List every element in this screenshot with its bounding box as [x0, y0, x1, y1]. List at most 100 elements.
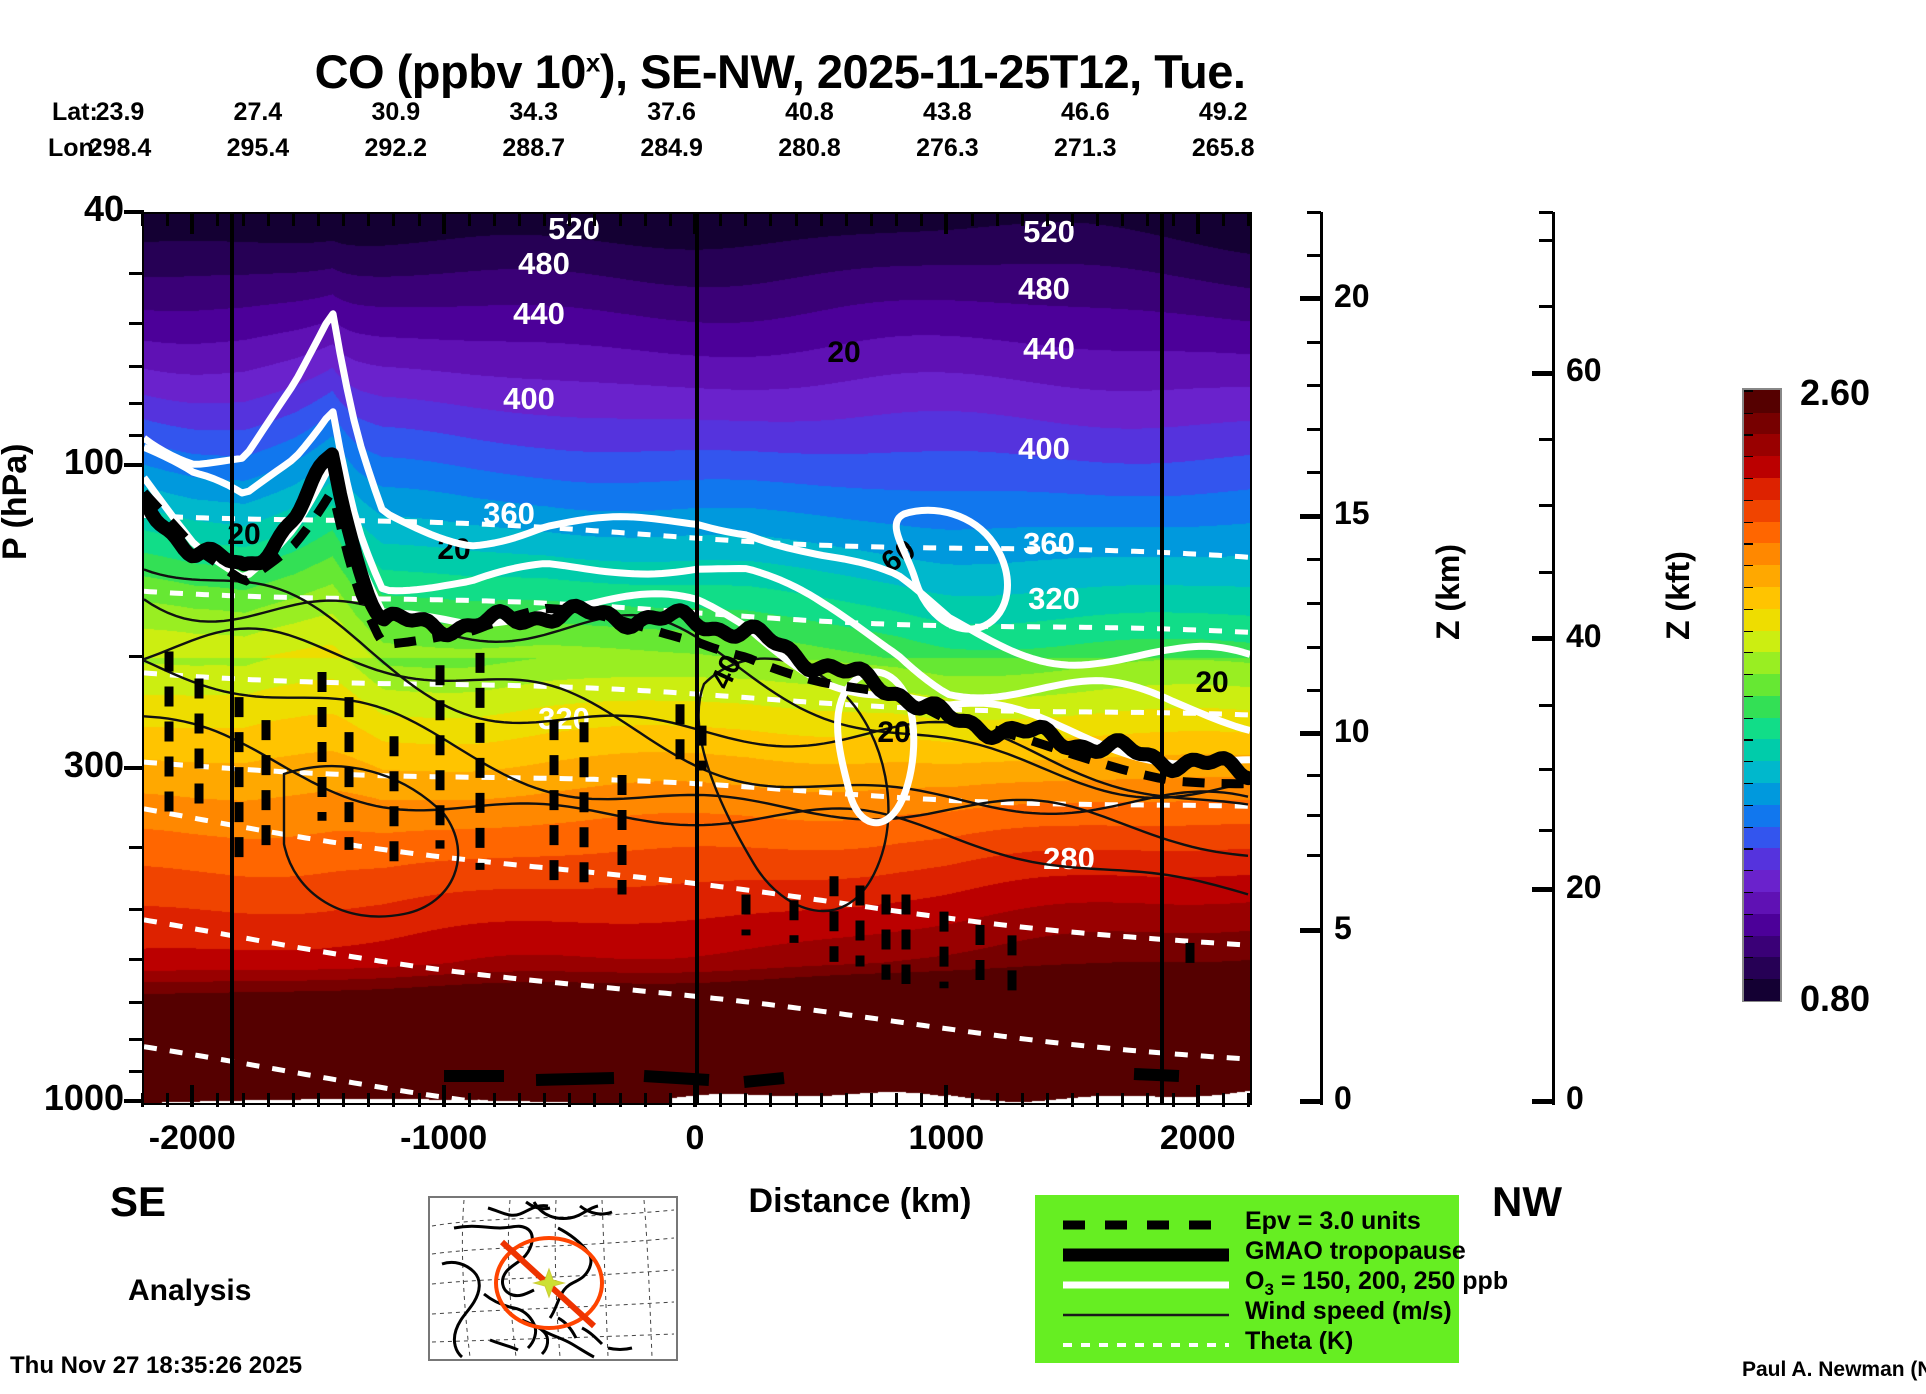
orientation-left-label: SE — [110, 1178, 167, 1225]
y-minor-tick — [129, 846, 143, 850]
zkft-minor-tick — [1539, 829, 1553, 833]
x-tick-label: -2000 — [148, 1119, 236, 1157]
x-minor-tick-top — [191, 212, 195, 226]
lon-value: 276.3 — [916, 134, 979, 162]
theta-label: 480 — [518, 246, 570, 281]
colorbar-tick — [1744, 825, 1753, 828]
lat-value: 49.2 — [1198, 98, 1248, 126]
zkft-tick-label: 0 — [1566, 1080, 1584, 1116]
colorbar-tick — [1744, 978, 1753, 981]
lat-value: 37.6 — [647, 98, 696, 126]
analysis-label: Analysis — [128, 1274, 252, 1307]
zkm-tick-label: 15 — [1334, 495, 1370, 532]
colorbar-segment — [1744, 651, 1780, 675]
x-tick-label: 2000 — [1159, 1119, 1236, 1157]
colorbar-tick — [1744, 738, 1753, 741]
x-minor-tick-top — [417, 212, 421, 226]
colorbar-segment — [1744, 956, 1780, 980]
x-minor-tick — [995, 1093, 999, 1107]
lon-value: 284.9 — [640, 134, 703, 162]
colorbar-tick — [1744, 673, 1753, 676]
x-minor-tick — [719, 1093, 723, 1107]
lon-value: 298.4 — [88, 134, 152, 162]
zkft-minor-tick — [1539, 305, 1553, 309]
x-minor-tick-top — [492, 212, 496, 226]
x-minor-tick — [593, 1093, 597, 1107]
theta-label: 520 — [1023, 214, 1075, 249]
x-minor-tick-top — [291, 212, 295, 226]
colorbar-tick — [1744, 695, 1753, 697]
x-minor-tick-top — [844, 212, 848, 226]
lat-value: 43.8 — [923, 98, 972, 126]
x-minor-tick-top — [266, 212, 270, 226]
colorbar-segment — [1744, 760, 1780, 784]
x-minor-tick — [442, 1093, 446, 1107]
zkft-minor-tick — [1539, 210, 1553, 214]
theta-contour-280 — [144, 1044, 481, 1103]
x-minor-tick-top — [367, 212, 371, 226]
colorbar-segment — [1744, 542, 1780, 566]
colorbar-segment — [1744, 934, 1780, 958]
legend-item: Theta (K) — [1035, 1327, 1459, 1361]
ozone-contour-tongue — [834, 668, 918, 827]
inset-map-svg — [431, 1199, 675, 1359]
x-minor-tick — [518, 1093, 522, 1107]
lon-value: 271.3 — [1054, 134, 1117, 162]
x-minor-tick-top — [241, 212, 245, 226]
x-axis-title: Distance (km) — [748, 1182, 972, 1220]
colorbar-segment — [1744, 498, 1780, 522]
y-tick-label: 1000 — [43, 1077, 124, 1118]
colorbar-segment — [1744, 803, 1780, 827]
x-minor-tick-top — [819, 212, 823, 226]
zkm-major-tick — [1300, 731, 1322, 737]
colorbar-tick — [1744, 716, 1753, 719]
colorbar-tick — [1744, 607, 1753, 610]
zkm-minor-tick — [1307, 340, 1321, 344]
x-minor-tick-top — [769, 212, 773, 226]
zkm-minor-tick — [1307, 645, 1321, 649]
zkft-major-tick — [1532, 887, 1554, 893]
y-minor-tick — [129, 1000, 143, 1004]
colorbar-tick — [1744, 564, 1753, 567]
zkm-minor-tick — [1307, 384, 1321, 388]
x-minor-tick-top — [392, 212, 396, 226]
colorbar-tick — [1744, 390, 1753, 392]
legend-sample-dashed-thick-black — [1061, 1209, 1231, 1241]
zkm-minor-tick — [1307, 471, 1321, 475]
x-minor-tick — [694, 1093, 697, 1107]
x-minor-tick — [744, 1093, 748, 1107]
x-minor-tick-top — [568, 212, 572, 226]
inset-locator-map[interactable] — [428, 1196, 678, 1361]
x-minor-tick — [1121, 1093, 1125, 1107]
lon-value: 288.7 — [502, 134, 565, 162]
colorbar-segment — [1744, 695, 1780, 718]
title-prefix: CO (ppbv 10 — [314, 45, 587, 98]
x-minor-tick — [191, 1093, 195, 1107]
x-minor-tick-top — [442, 212, 446, 226]
legend-label: Theta (K) — [1245, 1327, 1354, 1355]
x-minor-tick-top — [719, 212, 723, 226]
lon-value: 265.8 — [1191, 134, 1255, 162]
legend: Epv = 3.0 units GMAO tropopause O3 = 150, … — [1035, 1195, 1508, 1363]
theta-label: 520 — [548, 214, 600, 246]
x-minor-tick — [1171, 1093, 1175, 1107]
x-minor-tick-top — [794, 212, 798, 226]
colorbar-tick — [1744, 477, 1753, 480]
x-minor-tick-top — [141, 212, 144, 226]
x-tick-label: -1000 — [400, 1119, 488, 1157]
colorbar-min-label: 0.80 — [1800, 978, 1871, 1019]
zkft-tick-label: 40 — [1566, 617, 1602, 654]
x-minor-tick — [618, 1093, 622, 1107]
x-minor-tick-top — [1121, 212, 1125, 226]
cross-section-plot[interactable]: 520 480 440 400 360 320 520 480 440 400 360 320 280 2… — [142, 212, 1252, 1105]
colorbar-tick — [1744, 847, 1753, 850]
colorbar-tick — [1744, 629, 1753, 632]
x-minor-tick-top — [668, 212, 672, 226]
zkft-minor-tick — [1539, 703, 1553, 707]
x-minor-tick — [467, 1093, 471, 1107]
zkft-major-tick — [1532, 370, 1554, 376]
colorbar-segment — [1744, 869, 1780, 892]
colorbar-segment — [1744, 738, 1780, 762]
x-minor-tick-top — [694, 212, 697, 226]
x-minor-tick — [367, 1093, 371, 1107]
